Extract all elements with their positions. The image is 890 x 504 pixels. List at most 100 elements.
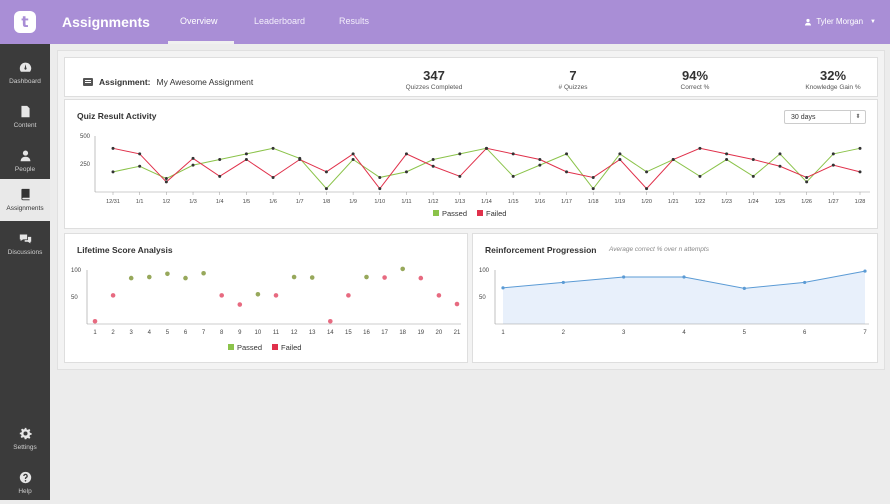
data-point bbox=[803, 280, 807, 285]
app-logo[interactable]: t bbox=[0, 0, 50, 44]
legend-swatch bbox=[272, 344, 278, 350]
x-tick-label: 21 bbox=[454, 330, 461, 336]
user-name: Tyler Morgan bbox=[816, 17, 864, 26]
y-tick-label: 250 bbox=[80, 162, 91, 168]
x-tick-label: 3 bbox=[130, 330, 134, 336]
data-point bbox=[244, 158, 248, 162]
x-tick-label: 17 bbox=[381, 330, 388, 336]
scatter-point-passed bbox=[400, 266, 406, 272]
x-tick-label: 20 bbox=[436, 330, 443, 336]
x-tick-label: 1/28 bbox=[855, 199, 866, 205]
assignment-name: My Awesome Assignment bbox=[156, 77, 254, 87]
data-point bbox=[618, 158, 622, 162]
top-bar: Assignments Overview Leaderboard Results… bbox=[50, 0, 890, 44]
sidebar-item-assignments[interactable]: Assignments bbox=[0, 179, 50, 221]
data-point bbox=[561, 280, 565, 285]
x-tick-label: 1/24 bbox=[748, 199, 759, 205]
data-point bbox=[271, 146, 275, 150]
data-point bbox=[501, 286, 505, 290]
y-tick-label: 50 bbox=[479, 295, 486, 301]
data-point bbox=[751, 158, 755, 162]
tab-overview[interactable]: Overview bbox=[180, 16, 218, 26]
x-tick-label: 1/15 bbox=[508, 199, 519, 205]
card-title: Lifetime Score Analysis bbox=[77, 245, 173, 255]
scatter-point-passed bbox=[165, 271, 170, 277]
chat-bubbles-icon bbox=[19, 234, 31, 244]
scatter-point-failed bbox=[237, 302, 243, 307]
stat-num-quizzes: 7 # Quizzes bbox=[523, 68, 623, 91]
assignment-label-text: Assignment: bbox=[99, 77, 151, 87]
data-point bbox=[682, 275, 686, 279]
tab-results[interactable]: Results bbox=[339, 16, 370, 26]
x-tick-label: 1/1 bbox=[136, 199, 144, 205]
scatter-point-failed bbox=[346, 293, 351, 298]
sidebar-item-settings[interactable]: Settings bbox=[0, 418, 50, 460]
data-point bbox=[725, 158, 729, 162]
data-point bbox=[164, 177, 168, 181]
data-point bbox=[111, 146, 115, 150]
stat-label: Knowledge Gain % bbox=[805, 84, 861, 91]
main-content: Assignment: My Awesome Assignment 347 Qui… bbox=[57, 50, 885, 370]
sidebar-item-dashboard[interactable]: Dashboard bbox=[0, 52, 50, 94]
data-point bbox=[111, 170, 115, 174]
stat-label: Quizzes Completed bbox=[405, 84, 463, 91]
data-point bbox=[138, 152, 142, 156]
series-line-failed bbox=[112, 147, 861, 190]
y-tick-label: 500 bbox=[80, 134, 91, 140]
x-tick-label: 2 bbox=[562, 330, 566, 336]
user-menu[interactable]: Tyler Morgan ▼ bbox=[804, 17, 876, 26]
x-tick-label: 19 bbox=[417, 330, 424, 336]
data-point bbox=[742, 286, 746, 290]
scatter-point-failed bbox=[382, 275, 387, 280]
x-tick-label: 12/31 bbox=[106, 199, 120, 205]
x-tick-label: 18 bbox=[399, 330, 406, 336]
y-tick-label: 50 bbox=[71, 295, 78, 301]
scatter-point-passed bbox=[147, 274, 152, 280]
data-point bbox=[538, 158, 542, 162]
legend-swatch bbox=[433, 210, 439, 216]
data-point bbox=[244, 152, 248, 156]
data-point bbox=[858, 170, 862, 174]
sidebar-item-discussions[interactable]: Discussions bbox=[0, 223, 50, 265]
x-tick-label: 3 bbox=[622, 330, 626, 336]
x-tick-label: 16 bbox=[363, 330, 370, 336]
x-tick-label: 7 bbox=[863, 330, 867, 336]
x-tick-label: 1/23 bbox=[721, 199, 732, 205]
sidebar-item-content[interactable]: Content bbox=[0, 96, 50, 138]
legend-label-failed: Failed bbox=[281, 343, 301, 352]
data-point bbox=[191, 163, 195, 167]
x-tick-label: 9 bbox=[238, 330, 242, 336]
stat-label: # Quizzes bbox=[558, 84, 588, 91]
scatter-point-failed bbox=[273, 293, 279, 298]
x-tick-label: 1/12 bbox=[428, 199, 439, 205]
date-range-value: 30 days bbox=[791, 114, 816, 121]
data-point bbox=[191, 156, 195, 160]
data-point bbox=[218, 158, 222, 162]
scatter-point-passed bbox=[255, 292, 261, 297]
sidebar-item-label: People bbox=[14, 166, 36, 173]
sidebar-item-people[interactable]: People bbox=[0, 140, 50, 182]
x-tick-label: 13 bbox=[309, 330, 316, 336]
data-point bbox=[431, 164, 435, 168]
date-range-select[interactable]: 30 days ⬍ bbox=[784, 110, 866, 124]
stat-correct-pct: 94% Correct % bbox=[645, 68, 745, 91]
scatter-point-failed bbox=[436, 293, 442, 298]
scatter-point-failed bbox=[110, 293, 116, 298]
sidebar-item-label: Content bbox=[13, 122, 37, 129]
y-tick-label: 100 bbox=[71, 268, 82, 274]
data-point bbox=[698, 146, 702, 150]
scatter-point-failed bbox=[92, 319, 98, 324]
data-point bbox=[324, 170, 328, 174]
x-tick-label: 6 bbox=[184, 330, 188, 336]
assignment-summary: Assignment: My Awesome Assignment 347 Qui… bbox=[64, 57, 878, 97]
x-tick-label: 11 bbox=[273, 330, 280, 336]
x-tick-label: 1/21 bbox=[668, 199, 679, 205]
x-tick-label: 1/4 bbox=[216, 199, 224, 205]
data-point bbox=[458, 152, 462, 156]
sidebar-item-help[interactable]: Help bbox=[0, 462, 50, 504]
data-point bbox=[458, 174, 462, 178]
data-point bbox=[404, 170, 408, 174]
x-tick-label: 1/3 bbox=[189, 199, 197, 205]
help-icon bbox=[19, 471, 31, 484]
tab-leaderboard[interactable]: Leaderboard bbox=[254, 16, 306, 26]
